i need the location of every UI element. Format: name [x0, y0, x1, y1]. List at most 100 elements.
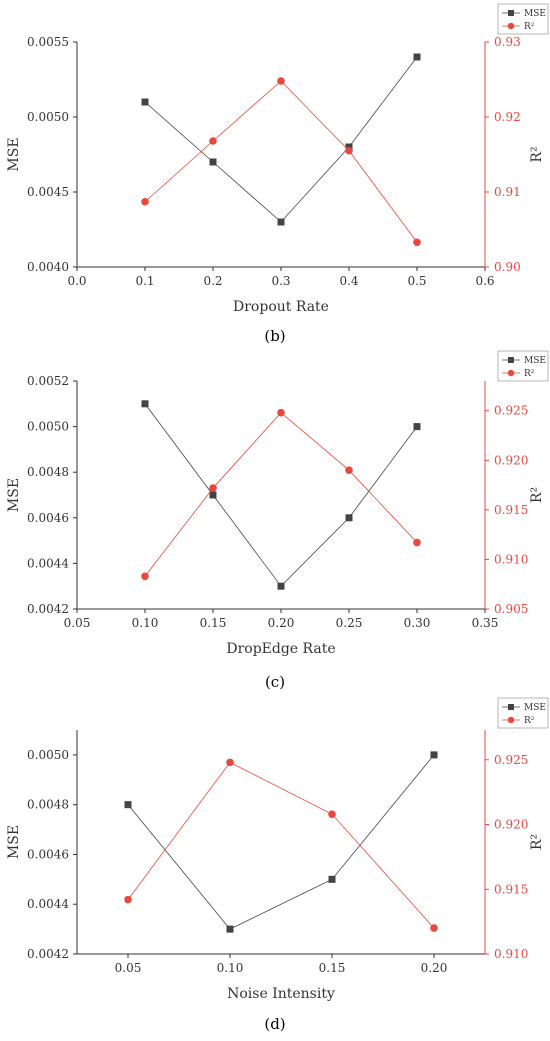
y-axis-title: MSE: [6, 825, 22, 859]
y2-tick-label: 0.90: [494, 260, 521, 274]
series-line-r2: [127, 761, 435, 929]
x-tick-label: 0.6: [475, 274, 494, 288]
x-tick-label: 0.05: [115, 961, 142, 975]
mse-point: [328, 875, 336, 883]
y-tick-label: 0.0044: [27, 556, 69, 570]
x-tick-label: 0.15: [319, 961, 346, 975]
mse-point: [141, 98, 149, 106]
y2-tick-label: 0.910: [494, 552, 528, 566]
x-tick-label: 0.30: [404, 616, 431, 630]
r2-point: [413, 538, 421, 547]
chart-panel-d: 0.05 0.10 0.15 0.20 0.0042 0.0044 0.0046 0.0048…: [0, 694, 550, 1041]
x-tick-label: 0.10: [217, 961, 244, 975]
series-line-r2: [144, 80, 418, 243]
x-tick-label: 0.0: [67, 274, 86, 288]
x-tick-label: 0.35: [472, 616, 499, 630]
caption-d: (d): [264, 1015, 286, 1033]
r2-point: [226, 758, 234, 767]
y2-tick-label: 0.915: [494, 503, 528, 517]
chart-b: 0.0 0.1 0.2 0.3 0.4 0.5 0.6 0.0040 0.0045 0.0050 0…: [6, 3, 549, 315]
r2-point: [328, 810, 336, 818]
series-line-mse: [127, 754, 435, 930]
x-tick-label: 0.1: [135, 274, 154, 288]
x-axis-title: DropEdge Rate: [226, 641, 335, 657]
mse-point: [413, 423, 421, 431]
y2-tick-label: 0.920: [494, 453, 528, 467]
chart-panel-c: 0.05 0.10 0.15 0.20 0.25 0.30 0.35 0.0042 0.0044…: [0, 347, 550, 694]
y2-axis-title: R²: [529, 146, 545, 162]
y-tick-label: 0.0055: [27, 35, 69, 49]
y-tick-label: 0.0045: [27, 185, 69, 199]
y2-tick-label: 0.905: [494, 602, 528, 616]
caption-b: (b): [264, 327, 286, 345]
x-tick-label: 0.5: [407, 274, 426, 288]
y-tick-label: 0.0050: [27, 420, 69, 434]
y-tick-label: 0.0046: [27, 847, 69, 861]
caption-c: (c): [264, 673, 286, 691]
x-tick-label: 0.15: [200, 616, 227, 630]
legend-marker-circle: [507, 716, 515, 724]
y2-tick-label: 0.92: [494, 110, 521, 124]
y-tick-label: 0.0042: [27, 947, 69, 961]
y2-tick-label: 0.93: [494, 35, 521, 49]
mse-point: [413, 53, 421, 61]
legend-label: R²: [524, 22, 535, 32]
y2-tick-label: 0.915: [494, 882, 528, 896]
legend-box: [497, 350, 549, 382]
y-tick-label: 0.0044: [27, 897, 69, 911]
y2-tick-label: 0.910: [494, 947, 528, 961]
y-tick-label: 0.0040: [27, 260, 69, 274]
y-axis-title: MSE: [6, 478, 22, 512]
legend-label: R²: [524, 369, 535, 379]
y-tick-label: 0.0048: [27, 465, 69, 479]
mse-point: [277, 582, 285, 590]
y2-axis-title: R²: [529, 834, 545, 850]
x-tick-label: 0.25: [336, 616, 363, 630]
y2-axis-title: R²: [529, 487, 545, 503]
r2-point: [209, 137, 217, 145]
r2-point: [430, 924, 438, 932]
y-tick-label: 0.0050: [27, 110, 69, 124]
r2-point: [345, 466, 353, 475]
y-tick-label: 0.0042: [27, 602, 69, 616]
mse-point: [124, 801, 132, 809]
legend-marker-circle: [507, 22, 515, 30]
x-tick-label: 0.20: [268, 616, 295, 630]
mse-point: [277, 218, 285, 226]
x-tick-label: 0.10: [132, 616, 159, 630]
mse-point: [430, 751, 438, 759]
y-tick-label: 0.0050: [27, 748, 69, 762]
mse-point: [141, 400, 149, 408]
x-tick-label: 0.05: [64, 616, 91, 630]
series-line-mse: [144, 403, 418, 587]
legend-label: R²: [524, 716, 535, 726]
x-tick-label: 0.2: [203, 274, 222, 288]
legend-marker-square: [508, 357, 514, 363]
r2-point: [277, 77, 285, 85]
y-tick-label: 0.0052: [27, 374, 69, 388]
x-tick-label: 0.4: [339, 274, 358, 288]
y2-tick-label: 0.920: [494, 818, 528, 832]
r2-point: [277, 408, 285, 417]
mse-point: [209, 491, 217, 499]
legend-box: [497, 697, 549, 729]
legend-label: MSE: [524, 356, 546, 366]
r2-point: [124, 895, 132, 904]
y2-tick-label: 0.925: [494, 404, 528, 418]
r2-point: [413, 238, 421, 247]
y-tick-label: 0.0048: [27, 798, 69, 812]
r2-point: [141, 572, 149, 581]
legend-marker-circle: [507, 369, 515, 377]
chart-c: 0.05 0.10 0.15 0.20 0.25 0.30 0.35 0.0042 0.0044…: [6, 350, 549, 657]
y2-tick-label: 0.925: [494, 753, 528, 767]
chart-panel-b: 0.0 0.1 0.2 0.3 0.4 0.5 0.6 0.0040 0.0045 0.0050 0…: [0, 0, 550, 347]
y-tick-label: 0.0046: [27, 511, 69, 525]
legend-marker-square: [508, 10, 514, 16]
r2-point: [345, 146, 353, 155]
legend-label: MSE: [524, 703, 546, 713]
mse-point: [226, 925, 234, 933]
mse-point: [345, 514, 353, 522]
chart-d: 0.05 0.10 0.15 0.20 0.0042 0.0044 0.0046 0.0048…: [6, 697, 549, 1002]
x-axis-title: Noise Intensity: [227, 986, 335, 1002]
y2-tick-label: 0.91: [494, 185, 521, 199]
